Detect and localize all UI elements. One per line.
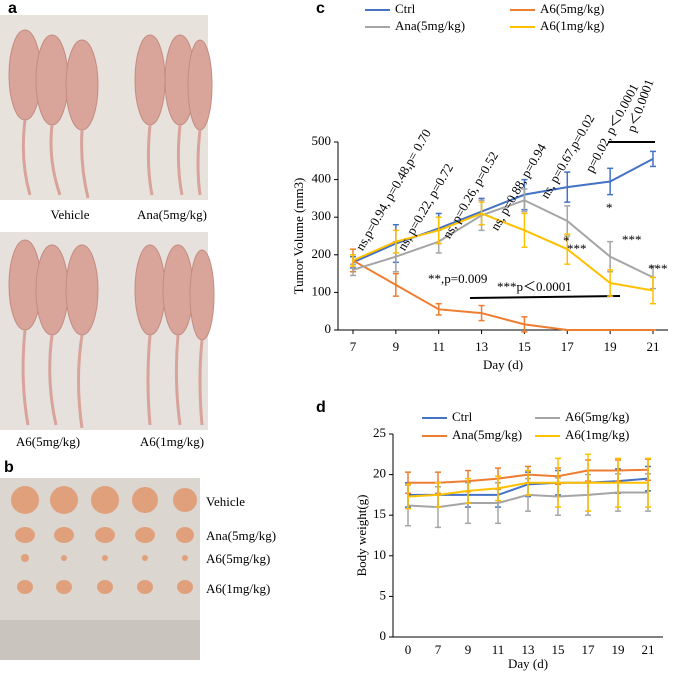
photo-label: A6(1mg/kg) (206, 581, 270, 596)
annotation: **,p=0.009 (428, 271, 487, 286)
x-tick-label: 21 (642, 642, 655, 657)
x-axis-label: Day (d) (483, 357, 523, 372)
panel-label: b (4, 459, 14, 476)
x-tick-label: 11 (432, 339, 445, 354)
x-tick-label: 19 (612, 642, 625, 657)
x-tick-label: 13 (475, 339, 488, 354)
photo-label: A6(5mg/kg) (206, 551, 270, 566)
x-tick-label: 15 (552, 642, 565, 657)
x-axis-label: Day (d) (508, 656, 548, 671)
y-axis-label: Body weight(g) (354, 495, 369, 577)
x-tick-label: 19 (604, 339, 617, 354)
annotation: *** (648, 261, 668, 276)
panel-label: d (316, 399, 326, 416)
sig-line (469, 295, 621, 299)
y-tick-label: 10 (373, 547, 386, 562)
legend-label: Ana(5mg/kg) (452, 427, 522, 442)
series-line (352, 158, 654, 264)
series-line (352, 259, 653, 331)
annotation: * (563, 233, 570, 248)
panel-label: a (8, 0, 17, 17)
y-tick-label: 0 (380, 628, 387, 643)
photo-label: A6(1mg/kg) (140, 434, 204, 449)
photo-a (0, 15, 215, 430)
y-tick-label: 5 (380, 587, 387, 602)
photo-label: Ana(5mg/kg) (206, 528, 276, 543)
y-tick-label: 20 (373, 466, 386, 481)
legend-label: A6(1mg/kg) (565, 427, 629, 442)
y-tick-label: 400 (312, 171, 332, 186)
legend-label: A6(5mg/kg) (540, 1, 604, 16)
x-tick-label: 9 (393, 339, 400, 354)
photo-label: Ana(5mg/kg) (137, 207, 207, 222)
x-tick-label: 21 (647, 339, 660, 354)
legend-label: Ana(5mg/kg) (395, 18, 465, 33)
x-tick-label: 7 (350, 339, 357, 354)
legend-label: Ctrl (395, 1, 416, 16)
series-line (352, 212, 654, 292)
photo-label: Vehicle (51, 207, 90, 222)
y-tick-label: 100 (312, 283, 332, 298)
panel-label: c (316, 0, 325, 17)
x-tick-label: 7 (435, 642, 442, 657)
y-tick-label: 200 (312, 246, 332, 261)
x-tick-label: 9 (465, 642, 472, 657)
photo-b (0, 478, 200, 660)
x-tick-label: 17 (561, 339, 575, 354)
y-axis-label: Tumor Volume (mm3) (291, 178, 306, 295)
y-tick-label: 300 (312, 208, 332, 223)
x-tick-label: 17 (582, 642, 596, 657)
series-line (352, 199, 654, 279)
legend-label: Ctrl (452, 409, 473, 424)
x-tick-label: 15 (518, 339, 531, 354)
annotation: *** (622, 232, 642, 247)
y-tick-label: 15 (373, 506, 386, 521)
x-tick-label: 0 (405, 642, 412, 657)
y-tick-label: 25 (373, 425, 386, 440)
y-tick-label: 500 (312, 133, 332, 148)
x-tick-label: 13 (522, 642, 535, 657)
photo-label: A6(5mg/kg) (16, 434, 80, 449)
x-tick-label: 11 (492, 642, 505, 657)
annotation: * (606, 200, 613, 215)
legend-label: A6(1mg/kg) (540, 18, 604, 33)
y-tick-label: 0 (325, 321, 332, 336)
series-line (407, 481, 648, 498)
legend-label: A6(5mg/kg) (565, 409, 629, 424)
photo-label: Vehicle (206, 494, 245, 509)
annotation: *** (567, 241, 587, 256)
annotation: ***p＜0.0001 (497, 279, 572, 294)
